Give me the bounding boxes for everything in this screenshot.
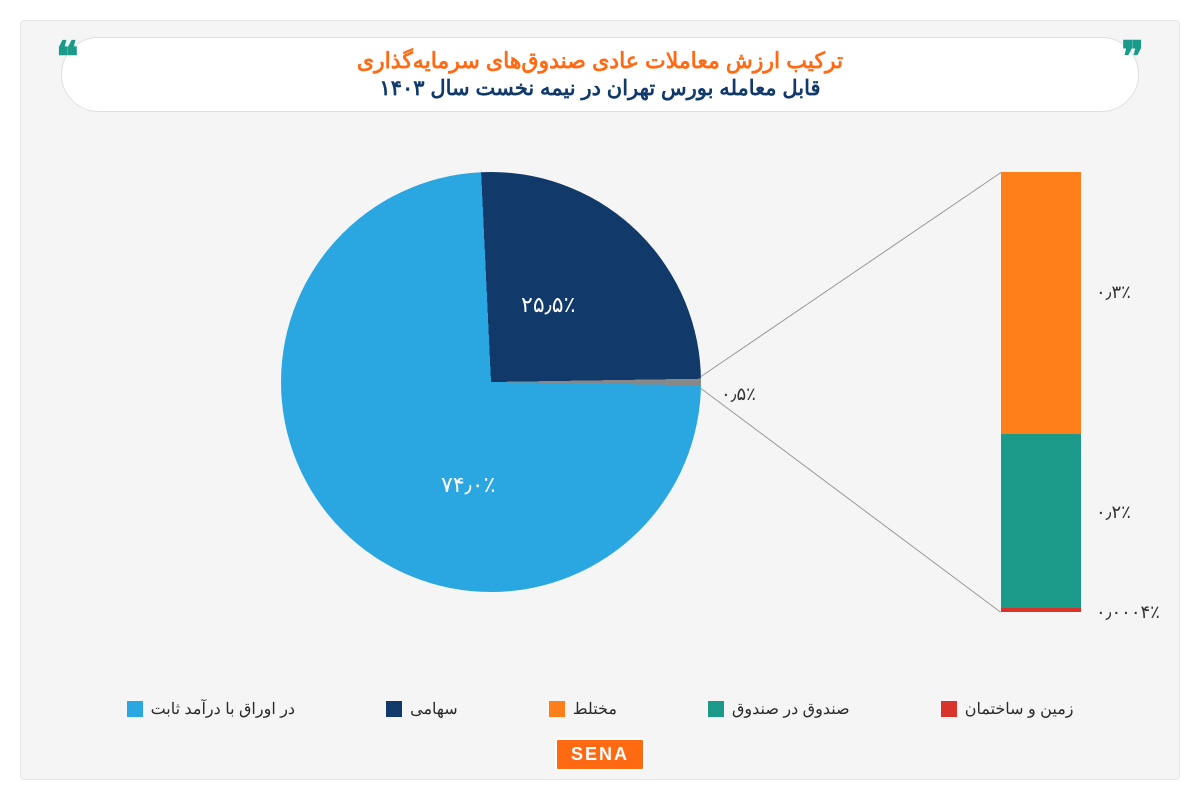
breakout-label-0: ۰٫۳٪ bbox=[1096, 282, 1131, 303]
legend-item: سهامی bbox=[386, 699, 458, 719]
pie-chart bbox=[281, 172, 701, 592]
legend: در اوراق با درآمد ثابت سهامی مختلط صندوق در… bbox=[21, 699, 1179, 719]
legend-swatch bbox=[708, 701, 724, 717]
title-banner: ❞ ترکیب ارزش معاملات عادی صندوق‌های سرما… bbox=[61, 37, 1139, 112]
legend-swatch bbox=[941, 701, 957, 717]
breakout-label-2: ۰٫۰۰۰۴٪ bbox=[1096, 602, 1160, 623]
pie-small-slice-label: ۰٫۵٪ bbox=[721, 384, 756, 405]
breakout-bar bbox=[1001, 172, 1081, 612]
breakout-segment bbox=[1001, 172, 1081, 434]
quote-icon-left: ❝ bbox=[56, 36, 79, 78]
legend-label: سهامی bbox=[410, 699, 458, 719]
legend-item: صندوق در صندوق bbox=[708, 699, 850, 719]
legend-label: در اوراق با درآمد ثابت bbox=[151, 699, 295, 719]
breakout-segment bbox=[1001, 608, 1081, 612]
pie-slice-label-main: ۷۴٫۰٪ bbox=[441, 472, 495, 498]
legend-swatch bbox=[386, 701, 402, 717]
connector-line-top bbox=[701, 172, 1002, 377]
quote-icon-right: ❞ bbox=[1121, 36, 1144, 78]
legend-swatch bbox=[549, 701, 565, 717]
legend-label: صندوق در صندوق bbox=[732, 699, 850, 719]
title-line-2: قابل معامله بورس تهران در نیمه نخست سال … bbox=[122, 76, 1078, 101]
title-line-1: ترکیب ارزش معاملات عادی صندوق‌های سرمایه… bbox=[122, 48, 1078, 74]
legend-item: مختلط bbox=[549, 699, 617, 719]
footer-logo: SENA bbox=[555, 738, 645, 771]
legend-label: زمین و ساختمان bbox=[965, 699, 1074, 719]
pie-slice-label-second: ۲۵٫۵٪ bbox=[521, 292, 575, 318]
legend-item: زمین و ساختمان bbox=[941, 699, 1074, 719]
legend-swatch bbox=[127, 701, 143, 717]
connector-line-bottom bbox=[701, 388, 1002, 613]
breakout-segment bbox=[1001, 434, 1081, 608]
chart-area: ۷۴٫۰٪ ۲۵٫۵٪ ۰٫۵٪ ۰٫۳٪ ۰٫۲٪ ۰٫۰۰۰۴٪ bbox=[21, 112, 1179, 672]
infographic-card: ❞ ترکیب ارزش معاملات عادی صندوق‌های سرما… bbox=[20, 20, 1180, 780]
legend-item: در اوراق با درآمد ثابت bbox=[127, 699, 295, 719]
breakout-label-1: ۰٫۲٪ bbox=[1096, 502, 1131, 523]
legend-label: مختلط bbox=[573, 699, 617, 719]
